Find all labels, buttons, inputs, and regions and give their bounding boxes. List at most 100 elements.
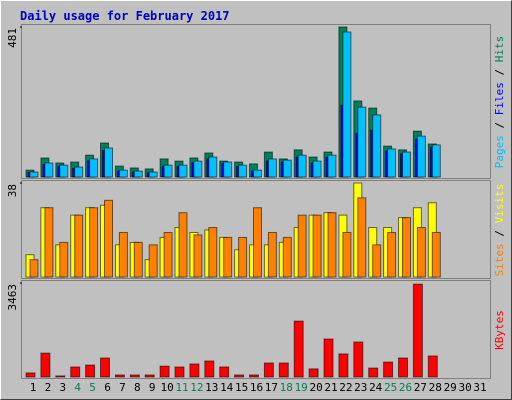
bar — [85, 364, 96, 378]
bar — [40, 352, 51, 378]
x-tick-label: 8 — [134, 381, 141, 394]
bar — [402, 151, 411, 178]
bar — [208, 227, 218, 278]
bar — [114, 374, 125, 378]
bar — [59, 241, 69, 278]
bar — [178, 212, 188, 278]
bar — [74, 214, 84, 278]
legend-separator: / — [493, 223, 506, 243]
legend-entry: KBytes — [493, 310, 506, 350]
bar — [342, 31, 352, 178]
bar — [398, 357, 408, 378]
x-tick-label: 17 — [265, 381, 278, 394]
bar — [297, 214, 307, 278]
x-tick-label: 28 — [429, 381, 442, 394]
bar — [174, 366, 185, 378]
x-tick-label: 19 — [295, 381, 308, 394]
bar — [431, 231, 441, 278]
bar — [238, 236, 248, 278]
bar — [118, 169, 128, 178]
bar — [129, 374, 140, 378]
chart-title: Daily usage for February 2017 — [20, 9, 230, 23]
bar — [223, 161, 233, 178]
x-tick-label: 30 — [458, 381, 471, 394]
bar — [70, 366, 81, 378]
panel-frames — [21, 24, 491, 379]
bar — [312, 214, 322, 278]
bar — [144, 374, 155, 378]
bar — [193, 234, 203, 278]
bar — [278, 362, 289, 378]
bar — [387, 231, 397, 278]
bar — [263, 362, 274, 378]
x-tick-label: 14 — [220, 381, 234, 394]
x-tick-label: 11 — [175, 381, 188, 394]
bar — [253, 169, 262, 178]
bar — [249, 374, 259, 378]
bar — [189, 363, 200, 378]
bar — [267, 231, 277, 278]
x-tick-label: 22 — [339, 381, 352, 394]
bar — [223, 236, 233, 278]
bar — [133, 241, 143, 278]
legend-entry: Sites — [493, 243, 506, 276]
bar — [387, 148, 397, 178]
x-tick-label: 26 — [399, 381, 412, 394]
bar — [327, 212, 337, 278]
bar — [208, 156, 218, 178]
x-tick-label: 13 — [205, 381, 218, 394]
legend-entry: Visits — [493, 184, 506, 224]
x-tick-label: 27 — [414, 381, 427, 394]
bar — [282, 236, 292, 278]
bar — [59, 164, 69, 178]
bar — [282, 159, 292, 178]
bar — [178, 164, 188, 178]
x-tick-label: 2 — [45, 381, 52, 394]
bar — [297, 154, 307, 178]
bar — [74, 166, 84, 178]
bar — [372, 114, 382, 178]
x-tick-label: 18 — [280, 381, 293, 394]
bar — [308, 368, 319, 378]
x-tick-label: 31 — [473, 381, 486, 394]
x-tick-label: 16 — [250, 381, 263, 394]
bar — [267, 158, 277, 178]
panel-frame — [21, 180, 491, 279]
x-tick-label: 6 — [104, 381, 111, 394]
legend: Sites / Visits — [493, 184, 506, 277]
legend: Pages / Files / Hits — [493, 36, 506, 169]
bar — [29, 171, 39, 178]
bar — [383, 361, 394, 378]
x-tick-label: 3 — [59, 381, 66, 394]
bar — [204, 360, 215, 378]
bar — [104, 199, 113, 278]
bar — [402, 217, 411, 278]
bar — [416, 135, 426, 178]
legend-separator: / — [493, 115, 506, 135]
x-tick-label: 7 — [119, 381, 126, 394]
bar — [104, 147, 113, 178]
bar — [163, 231, 173, 278]
bar — [323, 338, 334, 378]
bar — [238, 164, 248, 178]
bar — [368, 367, 379, 378]
x-tick-label: 9 — [149, 381, 156, 394]
bar — [253, 207, 262, 278]
y-tick-label: 481 — [6, 28, 19, 48]
bar — [44, 207, 54, 278]
bar — [338, 353, 349, 378]
bar — [159, 365, 170, 378]
x-tick-label: 5 — [89, 381, 96, 394]
bar — [353, 341, 364, 378]
bar — [44, 162, 54, 178]
bar — [100, 357, 110, 378]
legend-entry: Hits — [493, 36, 506, 63]
bar — [29, 259, 39, 278]
bar — [431, 144, 441, 178]
bar — [372, 244, 382, 278]
x-tick-label: 20 — [309, 381, 322, 394]
legend-separator: / — [493, 62, 506, 82]
x-tick-label: 1 — [30, 381, 37, 394]
panel-frame — [21, 24, 491, 179]
